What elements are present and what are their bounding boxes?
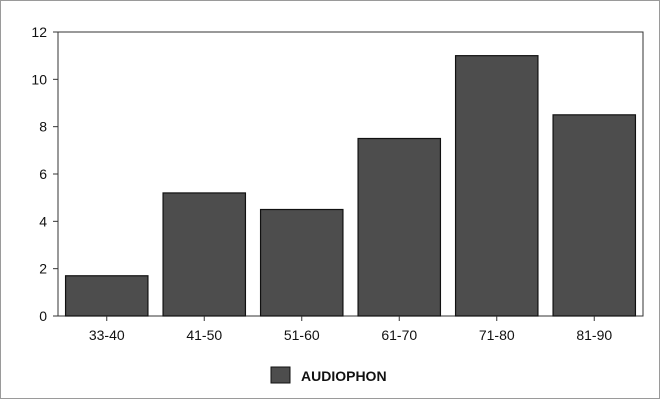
bar (552, 114, 637, 317)
x-tick-label: 41-50 (186, 327, 222, 343)
x-tick-label: 51-60 (284, 327, 320, 343)
legend-swatch (270, 366, 291, 384)
y-tick-label: 8 (39, 119, 47, 135)
bar (64, 275, 149, 317)
x-tick-label: 81-90 (576, 327, 612, 343)
bar (454, 55, 539, 317)
x-axis: 33-40 41-50 51-60 61-70 71-80 81-90 (89, 316, 612, 343)
y-tick-label: 6 (39, 166, 47, 182)
y-tick-label: 12 (31, 24, 47, 40)
bar (357, 137, 442, 317)
y-tick-label: 10 (31, 71, 47, 87)
plot-area (57, 31, 644, 317)
x-tick-label: 71-80 (479, 327, 515, 343)
legend: AUDIOPHON (270, 366, 387, 384)
y-tick-label: 4 (39, 213, 47, 229)
bar (259, 208, 344, 317)
y-tick-label: 2 (39, 261, 47, 277)
x-tick-label: 61-70 (381, 327, 417, 343)
y-tick-label: 0 (39, 308, 47, 324)
bar (162, 192, 247, 317)
y-axis: 0 2 4 6 8 10 12 (31, 24, 58, 324)
x-tick-label: 33-40 (89, 327, 125, 343)
legend-label: AUDIOPHON (301, 368, 387, 384)
